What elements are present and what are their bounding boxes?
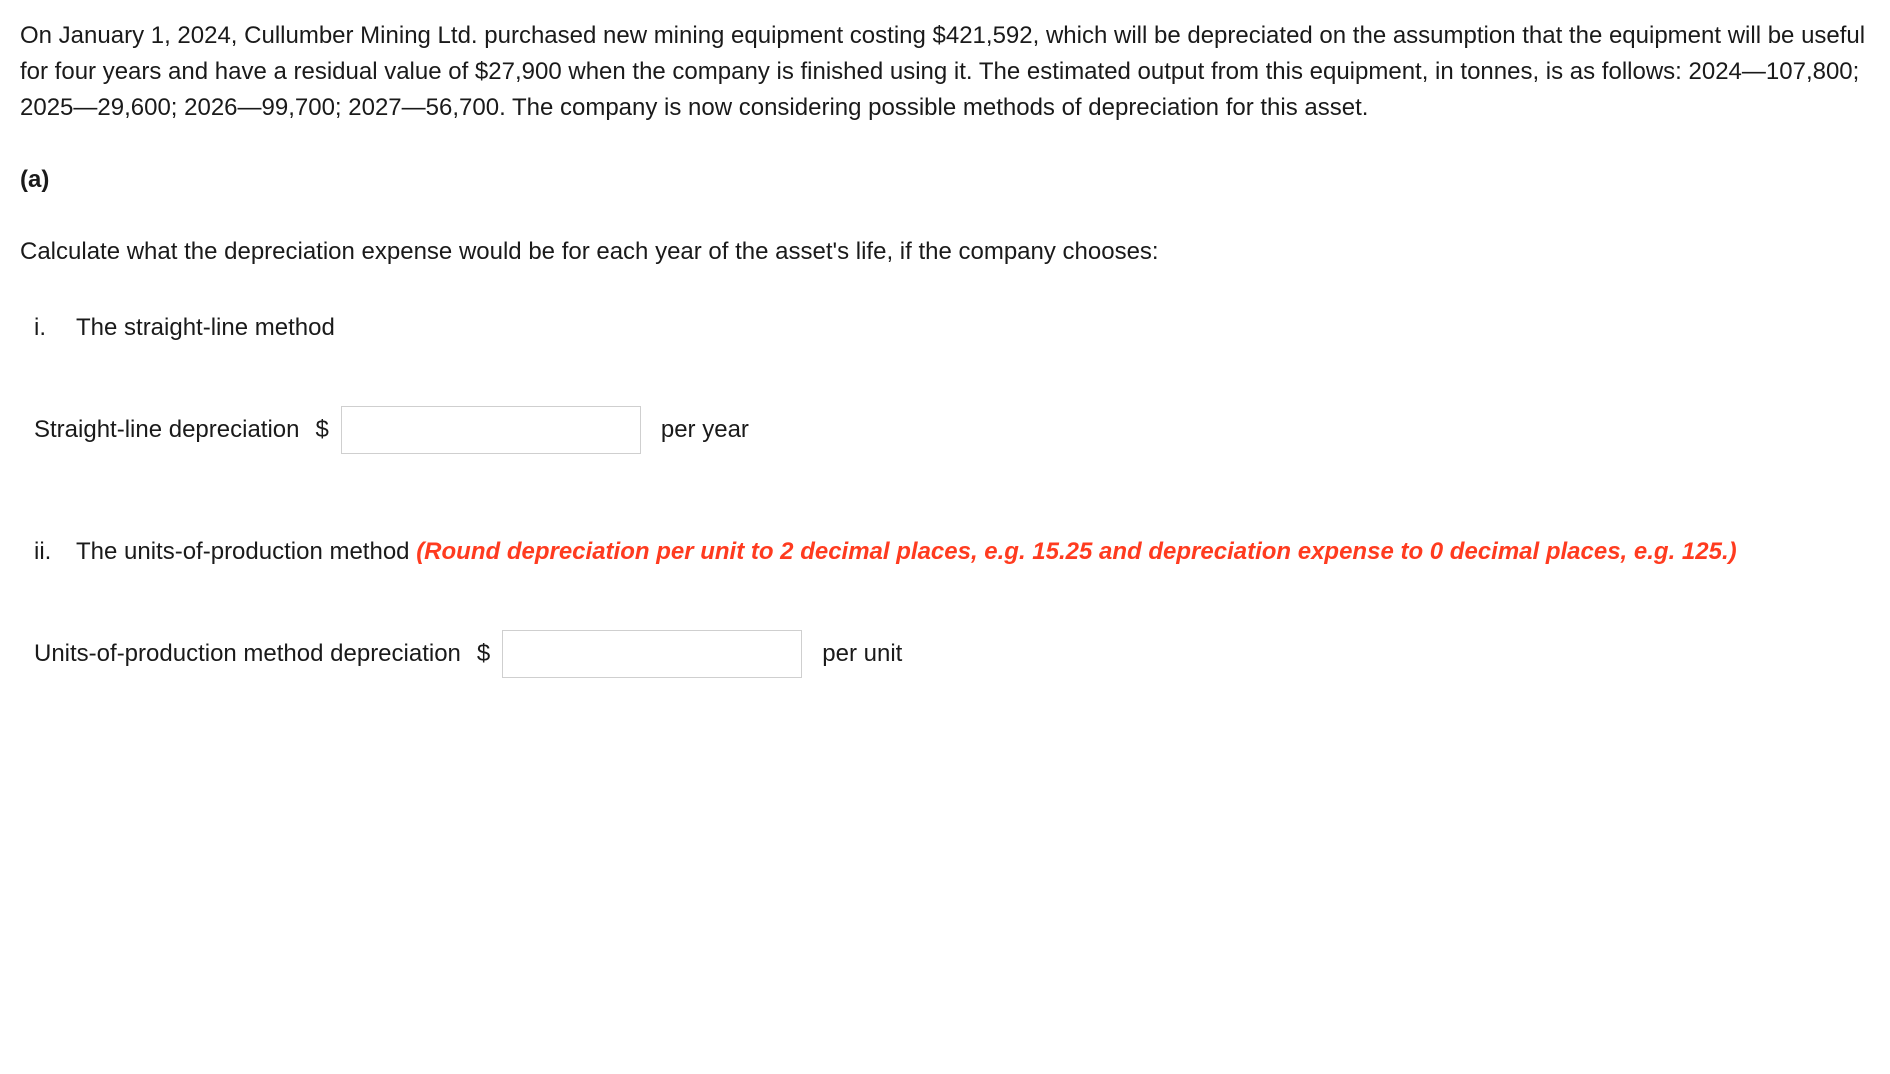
currency-symbol: $: [477, 636, 490, 672]
sub-item-ii-title: The units-of-production method (Round de…: [76, 534, 1870, 570]
sub-item-ii: ii. The units-of-production method (Roun…: [20, 534, 1870, 570]
part-a-instruction: Calculate what the depreciation expense …: [20, 234, 1870, 270]
answer-row-units-of-production: Units-of-production method depreciation …: [20, 630, 1870, 678]
part-a-label: (a): [20, 162, 1870, 198]
roman-ii: ii.: [34, 534, 76, 570]
sub-item-i: i. The straight-line method: [20, 310, 1870, 346]
problem-statement: On January 1, 2024, Cullumber Mining Ltd…: [20, 18, 1870, 126]
straight-line-label: Straight-line depreciation: [34, 412, 300, 448]
sub-item-ii-title-pre: The units-of-production method: [76, 538, 416, 565]
answer-row-straight-line: Straight-line depreciation $ per year: [20, 406, 1870, 454]
units-of-production-label: Units-of-production method depreciation: [34, 636, 461, 672]
roman-i: i.: [34, 310, 76, 346]
currency-symbol: $: [316, 412, 329, 448]
units-of-production-suffix: per unit: [822, 636, 902, 672]
sub-item-i-title: The straight-line method: [76, 310, 1870, 346]
straight-line-suffix: per year: [661, 412, 749, 448]
units-of-production-input[interactable]: [502, 630, 802, 678]
sub-item-ii-hint: (Round depreciation per unit to 2 decima…: [416, 538, 1736, 565]
straight-line-input[interactable]: [341, 406, 641, 454]
